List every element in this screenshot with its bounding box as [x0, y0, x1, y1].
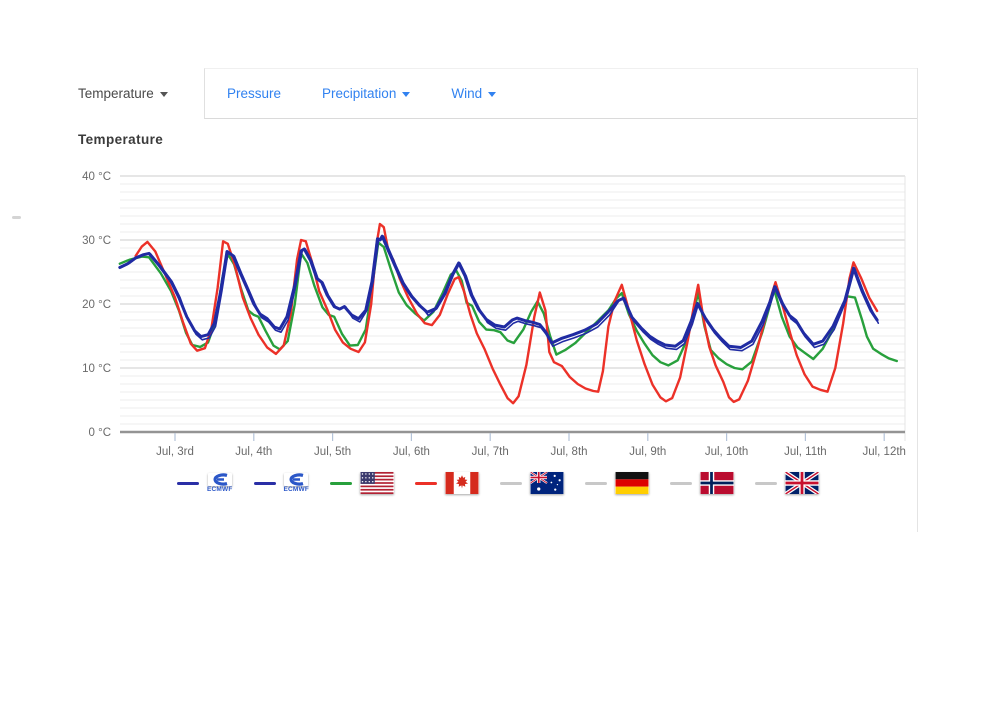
x-axis-label: Jul, 11th [784, 446, 827, 458]
x-axis-label: Jul, 8th [550, 446, 587, 458]
x-axis-label: Jul, 12th [862, 446, 905, 458]
tab-temperature-active[interactable]: Temperature [78, 68, 168, 119]
legend-item-de[interactable] [585, 472, 649, 494]
series-line-ecmwf-member2 [120, 235, 880, 352]
tab-label: Wind [451, 86, 483, 101]
y-axis-label: 20 °C [82, 299, 111, 311]
page-title: Temperature [78, 132, 164, 147]
tab-wind[interactable]: Wind [451, 86, 497, 101]
x-axis-label: Jul, 4th [235, 446, 272, 458]
y-axis-label: 0 °C [89, 427, 112, 439]
tab-pressure[interactable]: Pressure [227, 86, 281, 101]
legend-item-ca[interactable] [415, 472, 479, 494]
legend-line-sample [176, 481, 199, 485]
chart-legend: ECMWF ECMWF [78, 472, 918, 494]
series-line-ecmwf [118, 234, 879, 349]
legend-item-ecmwf[interactable]: ECMWF [176, 473, 233, 494]
y-axis-label: 30 °C [82, 235, 111, 247]
chevron-down-icon [159, 92, 168, 97]
legend-line-sample [755, 481, 778, 485]
stray-mark [12, 216, 21, 219]
legend-item-no[interactable] [670, 472, 734, 494]
x-axis-label: Jul, 5th [314, 446, 351, 458]
x-axis-label: Jul, 9th [629, 446, 666, 458]
uk-flag-icon [785, 472, 820, 494]
legend-line-sample [253, 481, 276, 485]
legend-item-us[interactable] [330, 472, 394, 494]
legend-line-sample [500, 481, 523, 485]
legend-line-sample [415, 481, 438, 485]
canada-flag-icon [445, 472, 479, 494]
y-axis-label: 10 °C [82, 363, 111, 375]
norway-flag-icon [700, 472, 734, 494]
tab-label: Precipitation [322, 86, 397, 101]
tab-bar: Pressure Precipitation Wind [204, 68, 917, 119]
tab-precipitation[interactable]: Precipitation [322, 86, 411, 101]
chevron-down-icon [488, 92, 497, 97]
chevron-down-icon [402, 92, 411, 97]
usa-flag-icon [360, 472, 394, 494]
tab-label: Pressure [227, 86, 282, 101]
x-axis-label: Jul, 7th [472, 446, 509, 458]
ecmwf-logo [213, 473, 228, 486]
x-axis-label: Jul, 3rd [156, 446, 194, 458]
panel-right-border [917, 68, 918, 532]
tab-temperature-label: Temperature [78, 86, 154, 101]
x-axis-label: Jul, 6th [393, 446, 430, 458]
legend-line-sample [585, 481, 608, 485]
legend-item-au[interactable] [500, 472, 564, 494]
legend-line-sample [330, 481, 353, 485]
legend-item-ecmwf[interactable]: ECMWF [253, 473, 310, 494]
germany-flag-icon [615, 472, 649, 494]
legend-line-sample [670, 481, 693, 485]
x-axis-label: Jul, 10th [705, 446, 748, 458]
ecmwf-logo [289, 473, 304, 486]
australia-flag-icon [530, 472, 564, 494]
legend-item-gb[interactable] [755, 472, 820, 494]
series-line-gem-canada- [134, 222, 879, 405]
y-axis-label: 40 °C [82, 171, 111, 183]
